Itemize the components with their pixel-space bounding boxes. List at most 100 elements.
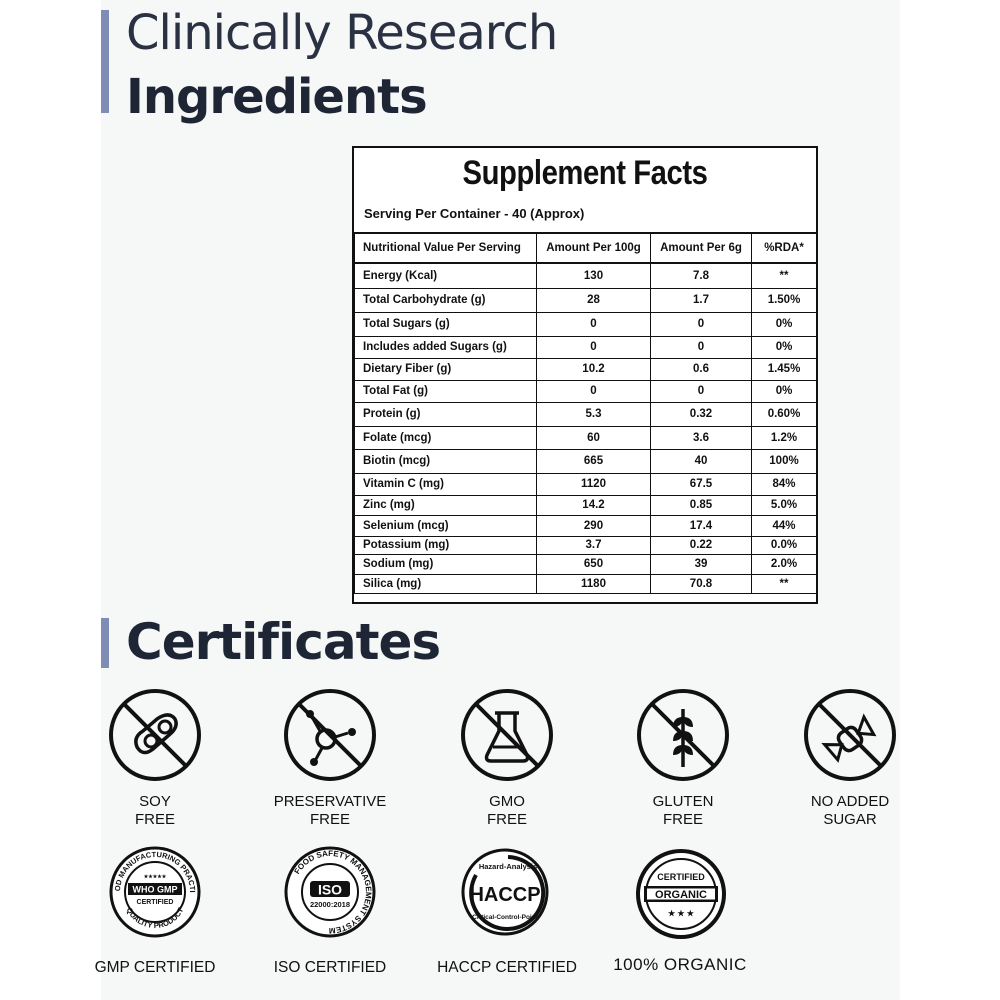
nutrient-value-cell: 650: [536, 553, 651, 575]
nutrient-value-cell: 1180: [536, 573, 651, 594]
nutrient-name-cell: Folate (mcg): [354, 425, 537, 450]
nutrient-name-cell: Potassium (mg): [354, 535, 537, 555]
column-header: Amount Per 6g: [650, 232, 752, 264]
gmp-seal-icon: GOOD MANUFACTURING PRACTICE QUALITY PROD…: [108, 845, 201, 938]
heading-accent-bar: [101, 10, 109, 113]
nutrient-value-cell: 28: [536, 287, 651, 313]
table-row: Silica (mg) 1180 70.8 **: [354, 573, 817, 594]
nutrient-value-cell: 1.7: [650, 287, 752, 313]
nutrient-value-cell: 0.6: [650, 357, 752, 381]
nutrient-name-cell: Total Fat (g): [354, 379, 537, 403]
gmo-free-icon: [461, 689, 553, 781]
nutrient-name-cell: Sodium (mg): [354, 553, 537, 575]
badge-soy-free: SOY FREE: [75, 687, 235, 829]
nutrient-value-cell: 0%: [751, 379, 817, 403]
organic-seal-icon: CERTIFIED ORGANIC ★ ★ ★: [636, 849, 726, 939]
table-row: Zinc (mg) 14.2 0.85 5.0%: [354, 494, 817, 516]
table-row: Biotin (mcg) 665 40 100%: [354, 448, 817, 474]
haccp-seal-icon: Hazard-Analysis HACCP Critical-Control-P…: [461, 848, 549, 936]
gmp-certified-label: GMP CERTIFIED: [94, 959, 216, 976]
nutrient-value-cell: 39: [650, 553, 752, 575]
nutrient-value-cell: 5.0%: [751, 494, 817, 516]
no-added-sugar-icon: [804, 689, 896, 781]
svg-text:22000:2018: 22000:2018: [310, 900, 350, 909]
iso-certified-label: ISO CERTIFIED: [273, 959, 387, 976]
nutrient-name-cell: Dietary Fiber (g): [354, 357, 537, 381]
nutrient-value-cell: 0%: [751, 311, 817, 337]
svg-text:Critical-Control-Point: Critical-Control-Point: [472, 914, 539, 921]
nutrient-value-cell: 14.2: [536, 494, 651, 516]
nutrient-name-cell: Vitamin C (mg): [354, 472, 537, 496]
nutrient-value-cell: 665: [536, 448, 651, 474]
organic-label: 100% ORGANIC: [613, 955, 747, 974]
serving-per-container: Serving Per Container - 40 (Approx): [364, 206, 585, 221]
nutrient-value-cell: 7.8: [650, 262, 752, 289]
nutrient-value-cell: 1.50%: [751, 287, 817, 313]
svg-text:CERTIFIED: CERTIFIED: [657, 872, 705, 882]
table-row: Selenium (mcg) 290 17.4 44%: [354, 514, 817, 537]
svg-text:★★★★★: ★★★★★: [144, 874, 167, 880]
table-row: Includes added Sugars (g) 0 0 0%: [354, 335, 817, 359]
nutrient-value-cell: 100%: [751, 448, 817, 474]
table-row: Protein (g) 5.3 0.32 0.60%: [354, 401, 817, 427]
nutrient-name-cell: Total Sugars (g): [354, 311, 537, 337]
nutrient-value-cell: 0: [650, 311, 752, 337]
preservative-free-icon: [284, 689, 376, 781]
nutrient-value-cell: 0: [536, 311, 651, 337]
table-row: Total Carbohydrate (g) 28 1.7 1.50%: [354, 287, 817, 313]
badge-label: GLUTEN FREE: [652, 793, 714, 828]
column-header: Amount Per 100g: [536, 232, 651, 264]
nutrient-name-cell: Total Carbohydrate (g): [354, 287, 537, 313]
svg-text:WHO GMP: WHO GMP: [133, 885, 178, 895]
nutrient-value-cell: 40: [650, 448, 752, 474]
nutrient-value-cell: 0.85: [650, 494, 752, 516]
soy-free-icon: [109, 689, 201, 781]
badge-label: NO ADDED SUGAR: [810, 793, 890, 828]
svg-text:Hazard-Analysis: Hazard-Analysis: [479, 862, 537, 871]
table-row: Total Sugars (g) 0 0 0%: [354, 311, 817, 337]
table-row: Total Fat (g) 0 0 0%: [354, 379, 817, 403]
nutrient-value-cell: 0%: [751, 335, 817, 359]
nutrient-value-cell: 84%: [751, 472, 817, 496]
table-row: Potassium (mg) 3.7 0.22 0.0%: [354, 535, 817, 555]
nutrient-value-cell: 0.0%: [751, 535, 817, 555]
certificates-accent-bar: [101, 618, 109, 668]
table-row: Sodium (mg) 650 39 2.0%: [354, 553, 817, 575]
nutrient-value-cell: 0.22: [650, 535, 752, 555]
facts-title: Supplement Facts: [462, 154, 708, 192]
column-header: Nutritional Value Per Serving: [354, 232, 537, 264]
badge-label: PRESERVATIVE FREE: [273, 793, 387, 828]
nutrient-value-cell: 5.3: [536, 401, 651, 427]
badge-no-added-sugar: NO ADDED SUGAR: [770, 687, 930, 829]
nutrient-value-cell: **: [751, 262, 817, 289]
iso-seal-icon: FOOD SAFETY MANAGEMENT SYSTEM ISO 22000:…: [284, 846, 376, 938]
nutrient-name-cell: Includes added Sugars (g): [354, 335, 537, 359]
table-row: Energy (Kcal) 130 7.8 **: [354, 262, 817, 289]
table-row: Dietary Fiber (g) 10.2 0.6 1.45%: [354, 357, 817, 381]
nutrient-value-cell: 10.2: [536, 357, 651, 381]
nutrient-value-cell: 1120: [536, 472, 651, 496]
nutrient-value-cell: 3.6: [650, 425, 752, 450]
nutrition-table: Nutritional Value Per Serving Amount Per…: [354, 232, 817, 594]
nutrient-name-cell: Silica (mg): [354, 573, 537, 594]
nutrient-value-cell: 70.8: [650, 573, 752, 594]
nutrient-value-cell: 3.7: [536, 535, 651, 555]
nutrient-value-cell: 0.60%: [751, 401, 817, 427]
table-row: Folate (mcg) 60 3.6 1.2%: [354, 425, 817, 450]
badge-label: SOY FREE: [134, 793, 175, 828]
nutrient-value-cell: 0: [536, 379, 651, 403]
nutrient-value-cell: 1.45%: [751, 357, 817, 381]
svg-text:ISO: ISO: [318, 882, 342, 898]
nutrient-value-cell: 2.0%: [751, 553, 817, 575]
gluten-free-icon: [637, 689, 729, 781]
svg-text:CERTIFIED: CERTIFIED: [137, 899, 174, 906]
nutrient-name-cell: Selenium (mcg): [354, 514, 537, 537]
nutrient-value-cell: 290: [536, 514, 651, 537]
nutrient-name-cell: Zinc (mg): [354, 494, 537, 516]
nutrient-name-cell: Protein (g): [354, 401, 537, 427]
svg-text:HACCP: HACCP: [469, 884, 540, 906]
svg-text:ORGANIC: ORGANIC: [655, 889, 707, 901]
svg-text:★ ★ ★: ★ ★ ★: [668, 909, 695, 918]
nutrient-value-cell: **: [751, 573, 817, 594]
nutrient-value-cell: 60: [536, 425, 651, 450]
